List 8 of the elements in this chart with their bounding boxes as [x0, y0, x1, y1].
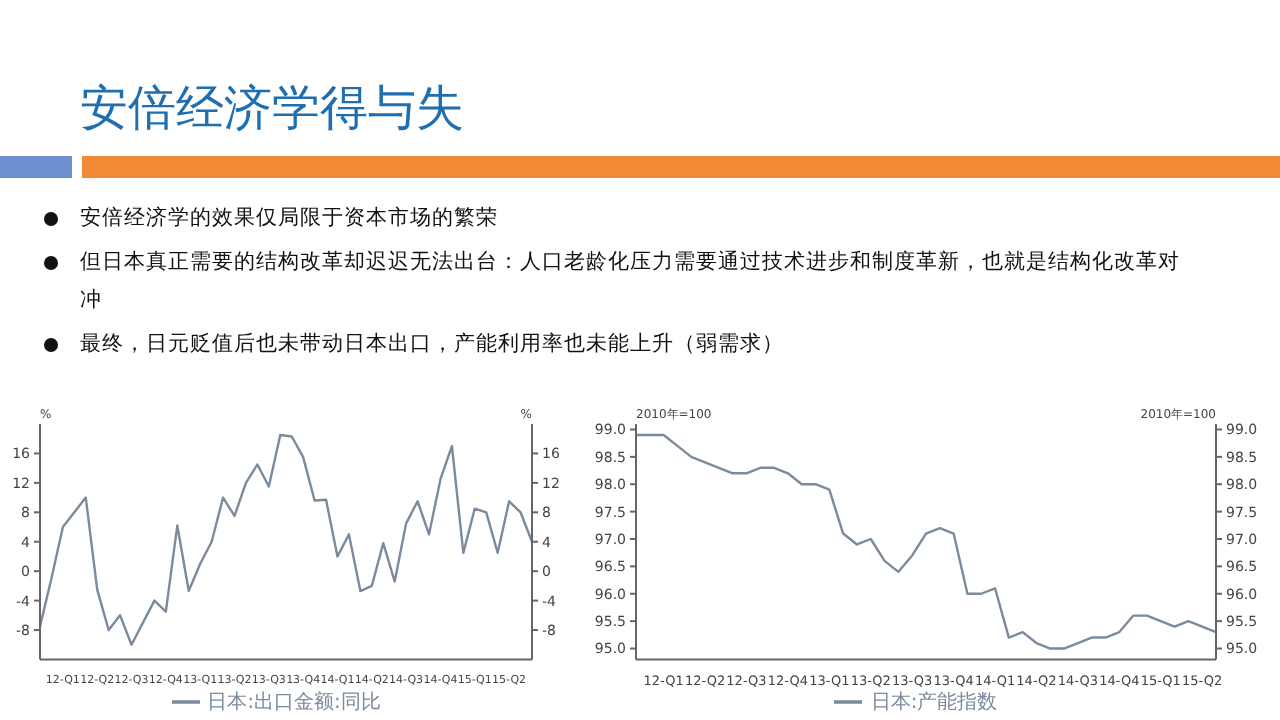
- text: 最终，日元贬值后也未带动日本出口，产能利用率也未能上升（弱需求）: [80, 330, 786, 360]
- chart-title: 安倍经济学得与失: [80, 78, 464, 140]
- legend-label: 日本:出口金额:同比: [207, 691, 381, 714]
- line-series: [38, 433, 534, 646]
- legend-label: 日本:产能指数: [870, 691, 998, 714]
- text: 安倍经济学的效果仅局限于资本市场的繁荣: [80, 204, 500, 234]
- text: 但日本真正需要的结构改革却迟迟无法出台：人口老龄化压力需要通过技术进步和制度革新，也就是结构化改革对冲: [80, 248, 1182, 316]
- line-series: [634, 433, 1218, 650]
